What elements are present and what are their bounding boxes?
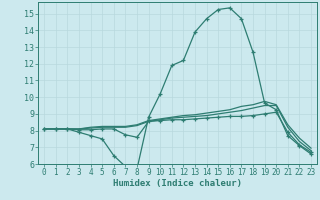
X-axis label: Humidex (Indice chaleur): Humidex (Indice chaleur) [113, 179, 242, 188]
